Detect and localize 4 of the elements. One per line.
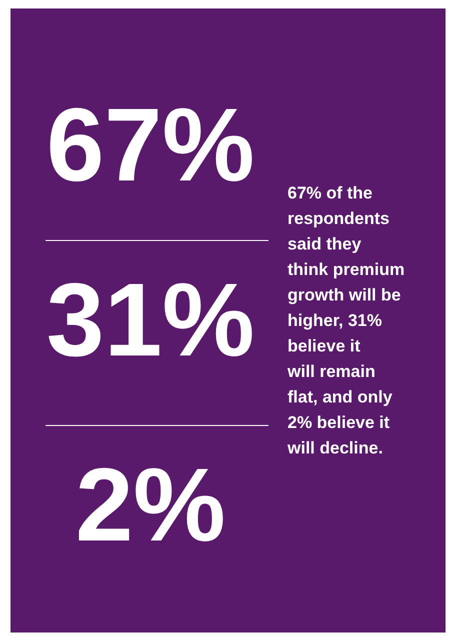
text: 67% of the respondents said they think premium growth will be higher, 31% believe it will remain flat, and only 2% believe it will decline. (288, 184, 405, 458)
data-label: 67% (46, 88, 255, 204)
data-label: 2% (75, 448, 226, 564)
data-label: 31% (46, 262, 255, 378)
